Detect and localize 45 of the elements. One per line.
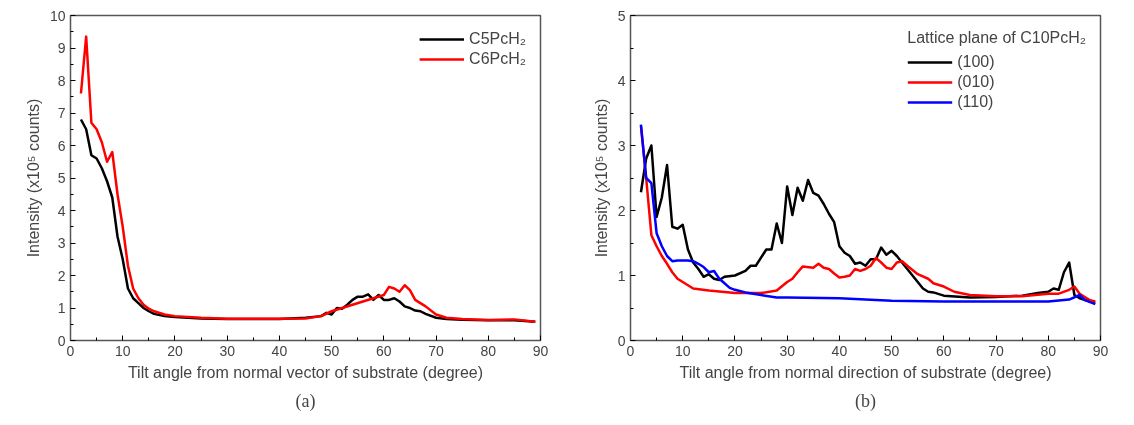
legend-label: C6PcH₂ — [469, 50, 526, 68]
x-tick-label: 20 — [167, 342, 183, 359]
y-tick-label: 8 — [57, 72, 66, 89]
y-tick-label: 2 — [617, 202, 626, 219]
y-tick-label: 1 — [617, 267, 626, 284]
x-tick-label: 90 — [532, 342, 549, 359]
x-tick-label: 10 — [114, 342, 131, 359]
y-tick-label: 5 — [57, 170, 66, 186]
x-tick-label: 70 — [428, 342, 445, 359]
y-tick-label: 5 — [617, 7, 626, 24]
x-tick-label: 90 — [1092, 342, 1109, 359]
x-tick-label: 80 — [1040, 342, 1057, 359]
y-tick-label: 10 — [49, 7, 66, 24]
x-tick-label: 20 — [727, 342, 743, 359]
y-tick-label: 6 — [57, 137, 66, 154]
x-tick-label: 40 — [831, 342, 848, 359]
x-tick-label: 50 — [883, 342, 900, 359]
legend-label: (010) — [957, 73, 995, 91]
legend-label: C5PcH₂ — [469, 30, 526, 48]
y-tick-label: 9 — [57, 40, 66, 56]
y-tick-label: 4 — [617, 72, 626, 89]
text: (a) — [295, 390, 316, 412]
x-tick-label: 40 — [271, 342, 288, 359]
x-tick-label: 70 — [988, 342, 1005, 359]
x-tick-label: 30 — [779, 342, 796, 359]
x-axis-title: Tilt angle from normal direction of substrate (degree) — [679, 363, 1052, 381]
y-tick-label: 3 — [57, 235, 66, 251]
y-tick-label: 4 — [57, 202, 66, 219]
x-tick-label: 80 — [480, 342, 497, 359]
x-tick-label: 30 — [219, 342, 236, 359]
x-tick-label: 60 — [376, 342, 392, 359]
y-axis-title: Intensity (x10⁵ counts) — [24, 98, 42, 258]
y-axis-title: Intensity (x10⁵ counts) — [592, 98, 610, 258]
x-tick-label: 50 — [323, 342, 340, 359]
x-tick-label: 60 — [936, 342, 952, 359]
legend-label: (100) — [957, 53, 995, 71]
y-tick-label: 2 — [57, 267, 66, 284]
x-axis-title: Tilt angle from normal vector of substrate (degree) — [127, 363, 484, 381]
x-tick-label: 10 — [674, 342, 691, 359]
legend-label: (110) — [957, 93, 994, 111]
y-tick-label: 3 — [617, 137, 626, 154]
y-tick-label: 1 — [57, 300, 66, 316]
text: (b) — [855, 390, 877, 412]
legend-title: Lattice plane of C10PcH₂ — [907, 29, 1086, 47]
y-tick-label: 7 — [57, 105, 66, 121]
